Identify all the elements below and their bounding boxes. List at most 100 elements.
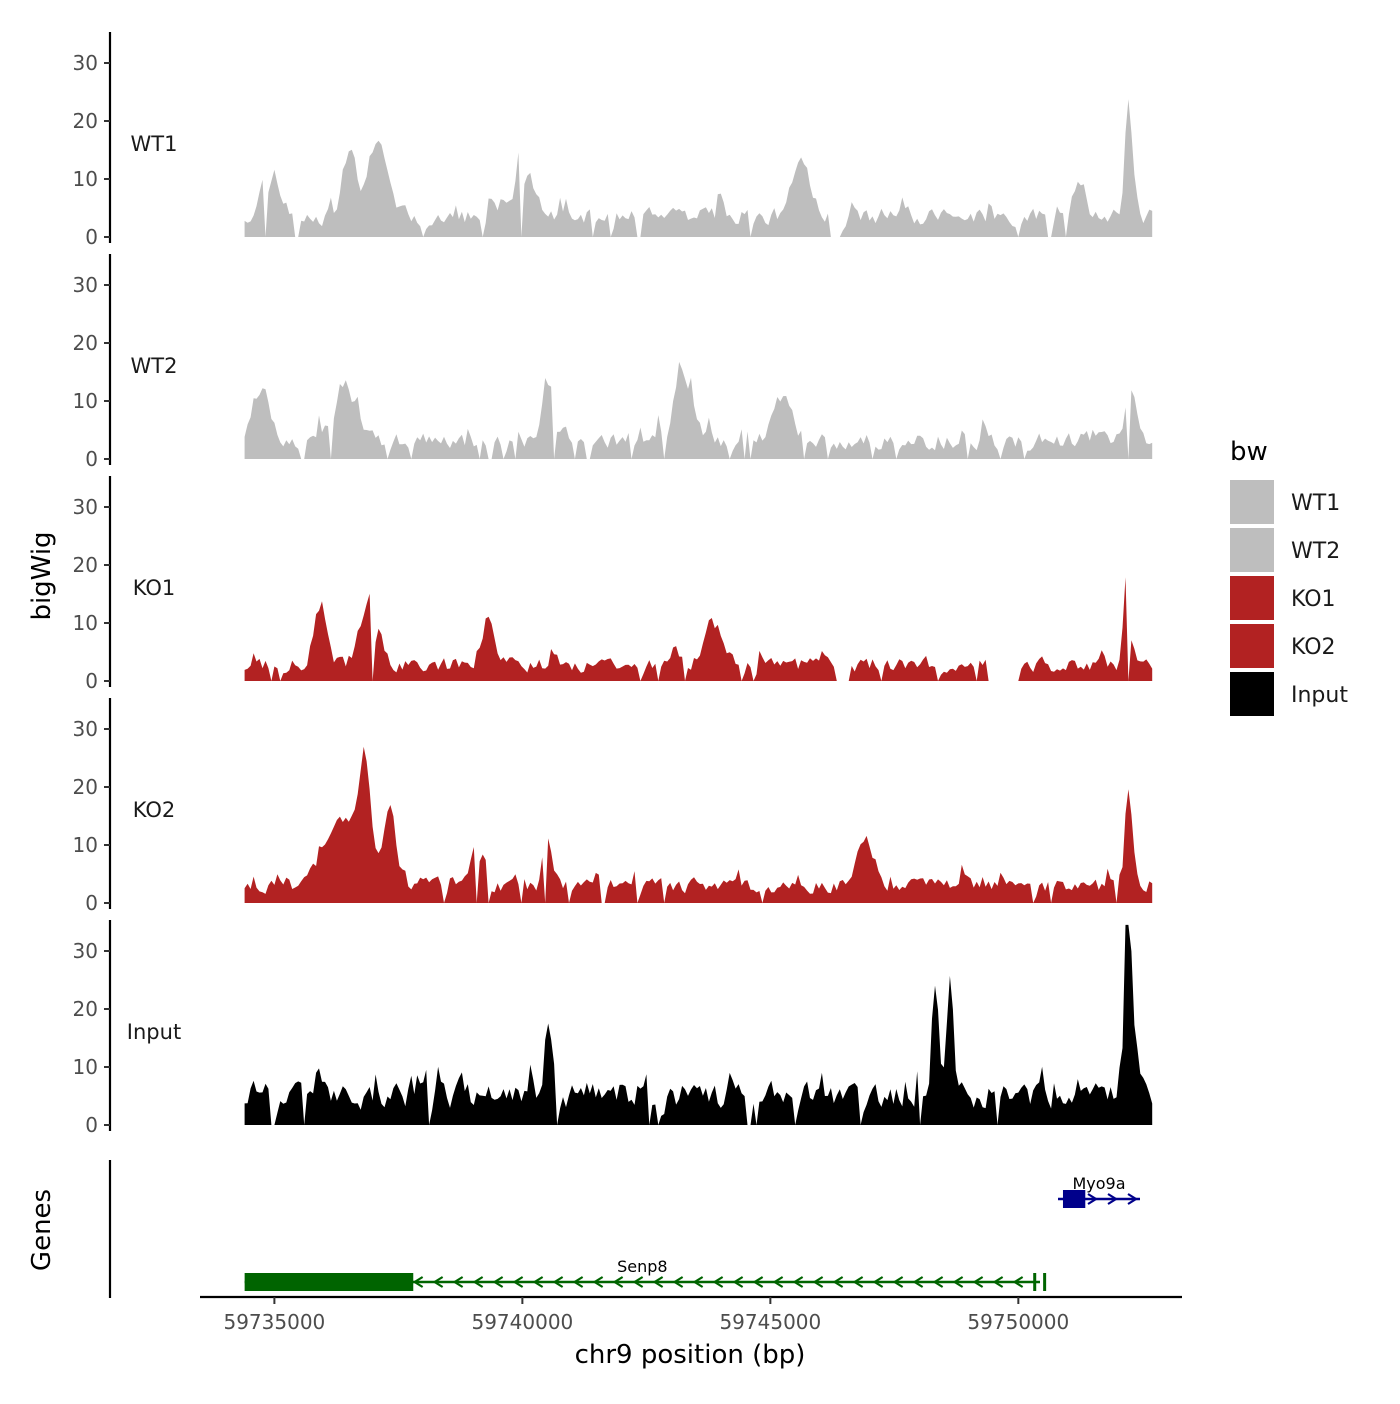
track-wt2: 0 10 20 30 WT2 [73, 254, 1153, 471]
legend-label-ko2: KO2 [1291, 635, 1336, 660]
gene-label: Senp8 [617, 1257, 667, 1276]
signal-area-input [244, 924, 1153, 1125]
y-tick-label: 30 [73, 939, 98, 963]
y-tick-label: 20 [73, 553, 98, 577]
legend-swatch-wt1 [1230, 480, 1274, 524]
signal-area-wt2 [244, 361, 1153, 459]
y-tick-label: 10 [73, 833, 98, 857]
track-label: Input [127, 1020, 181, 1044]
track-label: KO1 [133, 576, 176, 600]
strand-chevron [492, 1276, 504, 1288]
x-tick-label: 59745000 [719, 1310, 821, 1334]
signal-area-wt1 [244, 99, 1153, 237]
strand-chevron [552, 1276, 564, 1288]
strand-chevron [1012, 1276, 1024, 1288]
y-tick-label: 20 [73, 331, 98, 355]
exon [244, 1273, 414, 1291]
x-tick-label: 59750000 [967, 1310, 1069, 1334]
strand-chevron [752, 1276, 764, 1288]
strand-chevron [532, 1276, 544, 1288]
track-label: WT1 [131, 132, 178, 156]
strand-chevron [572, 1276, 584, 1288]
genes-axis-title: Genes [27, 1189, 57, 1271]
strand-chevron [952, 1276, 964, 1288]
strand-chevron [912, 1276, 924, 1288]
exon [1033, 1273, 1037, 1291]
strand-chevron [732, 1276, 744, 1288]
strand-chevron [872, 1276, 884, 1288]
strand-chevron [1107, 1193, 1119, 1205]
strand-chevron [992, 1276, 1004, 1288]
y-tick-label: 20 [73, 997, 98, 1021]
strand-chevron [672, 1276, 684, 1288]
signal-tracks: 0 10 20 30 WT1 0 10 20 30 WT2 0 10 20 30 KO1 0 10 20 30 KO2… [73, 32, 1153, 1137]
y-tick-label: 30 [73, 717, 98, 741]
strand-chevron [432, 1276, 444, 1288]
exon [1043, 1273, 1047, 1291]
legend-title: bw [1230, 437, 1268, 467]
y-tick-label: 30 [73, 273, 98, 297]
strand-chevron [472, 1276, 484, 1288]
strand-chevron [612, 1276, 624, 1288]
legend-swatch-input [1230, 672, 1274, 716]
strand-chevron [812, 1276, 824, 1288]
track-wt1: 0 10 20 30 WT1 [73, 32, 1153, 249]
strand-chevron [792, 1276, 804, 1288]
strand-chevron [772, 1276, 784, 1288]
y-tick-label: 20 [73, 109, 98, 133]
strand-chevron [632, 1276, 644, 1288]
track-label: WT2 [131, 354, 178, 378]
track-label: KO2 [133, 798, 176, 822]
legend-swatch-wt2 [1230, 528, 1274, 572]
strand-chevron [452, 1276, 464, 1288]
y-tick-label: 0 [85, 225, 98, 249]
y-tick-label: 30 [73, 51, 98, 75]
strand-chevron [932, 1276, 944, 1288]
legend-swatch-ko1 [1230, 576, 1274, 620]
legend-label-input: Input [1291, 683, 1348, 708]
gene-track: Senp8 Myo9a [108, 1160, 1140, 1298]
track-ko1: 0 10 20 30 KO1 [73, 476, 1153, 693]
x-axis-title: chr9 position (bp) [575, 1340, 806, 1370]
legend: bw WT1 WT2 KO1 KO2 Input [1230, 437, 1348, 716]
y-tick-label: 10 [73, 1055, 98, 1079]
strand-chevron [592, 1276, 604, 1288]
y-tick-label: 30 [73, 495, 98, 519]
y-tick-label: 0 [85, 891, 98, 915]
strand-chevron [972, 1276, 984, 1288]
y-axis-title: bigWig [27, 531, 57, 620]
strand-chevron [1087, 1193, 1099, 1205]
y-tick-label: 0 [85, 669, 98, 693]
signal-area-ko2 [244, 746, 1153, 903]
exon [1062, 1190, 1086, 1208]
y-tick-label: 10 [73, 167, 98, 191]
legend-swatch-ko2 [1230, 624, 1274, 668]
gene-myo9a: Myo9a [1058, 1174, 1140, 1208]
strand-chevron [692, 1276, 704, 1288]
legend-label-wt1: WT1 [1291, 491, 1340, 516]
strand-chevron [652, 1276, 664, 1288]
strand-chevron [512, 1276, 524, 1288]
signal-area-ko1 [244, 577, 1153, 681]
strand-chevron [832, 1276, 844, 1288]
gene-label: Myo9a [1072, 1174, 1125, 1193]
track-input: 0 10 20 30 Input [73, 920, 1153, 1137]
y-tick-label: 10 [73, 611, 98, 635]
strand-chevron [852, 1276, 864, 1288]
strand-chevron [412, 1276, 424, 1288]
legend-label-ko1: KO1 [1291, 587, 1336, 612]
y-tick-label: 20 [73, 775, 98, 799]
track-ko2: 0 10 20 30 KO2 [73, 698, 1153, 915]
x-tick-label: 59735000 [223, 1310, 325, 1334]
strand-chevron [1127, 1193, 1139, 1205]
x-axis: 59735000 59740000 59745000 59750000 [200, 1295, 1182, 1334]
y-tick-label: 0 [85, 447, 98, 471]
y-tick-label: 0 [85, 1113, 98, 1137]
legend-label-wt2: WT2 [1291, 539, 1340, 564]
y-tick-label: 10 [73, 389, 98, 413]
strand-chevron [712, 1276, 724, 1288]
x-tick-label: 59740000 [471, 1310, 573, 1334]
gene-senp8: Senp8 [244, 1257, 1047, 1291]
